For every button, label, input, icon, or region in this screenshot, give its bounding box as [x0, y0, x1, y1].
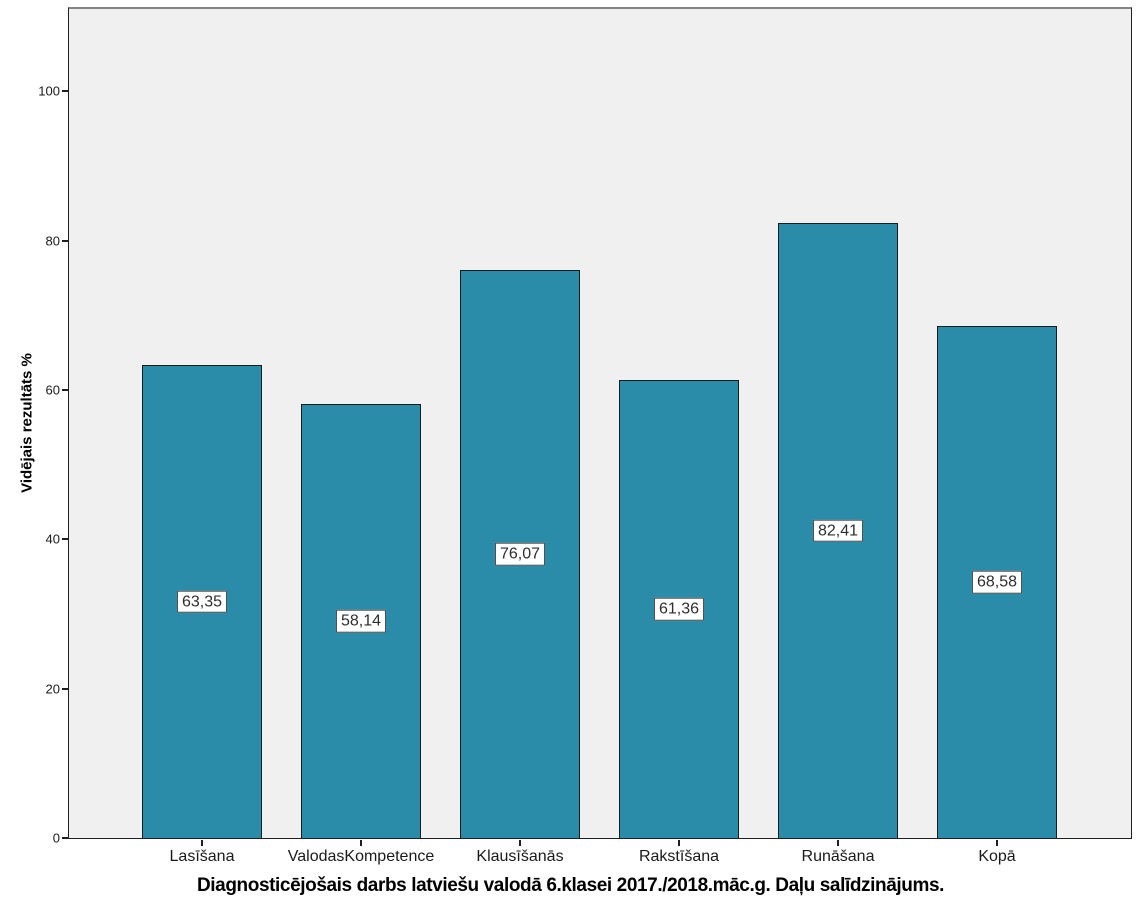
y-tick-mark [62, 239, 68, 242]
x-category-label: Lasīšana [169, 848, 235, 865]
x-category-label: Klausīšanās [476, 848, 564, 865]
y-tick-label: 20 [45, 681, 60, 697]
y-tick-label: 80 [45, 233, 60, 249]
y-tick-mark [62, 388, 68, 391]
x-tick-mark [201, 840, 203, 846]
y-tick-label: 40 [45, 531, 60, 547]
x-tick-mark [519, 840, 521, 846]
chart-title: Diagnosticējošais darbs latviešu valodā … [196, 875, 945, 896]
x-category-label: Runāšana [801, 848, 875, 865]
y-tick-mark [62, 538, 68, 541]
x-category-label: Rakstīšana [638, 848, 720, 865]
x-tick-mark [360, 840, 362, 846]
bar-value-label: 68,58 [971, 570, 1023, 594]
x-tick-mark [996, 840, 998, 846]
bar-value-label: 82,41 [812, 519, 864, 542]
bar-value-label: 63,35 [176, 590, 228, 613]
y-tick-label: 100 [38, 83, 60, 99]
plot-area: 63,35 58,14 76,07 61,36 82,41 68,58 [68, 7, 1132, 839]
y-tick-label: 60 [45, 382, 60, 398]
x-tick-mark [837, 840, 839, 846]
bar-value-label: 61,36 [653, 597, 705, 621]
x-tick-mark [678, 840, 680, 846]
bar-value-label: 58,14 [335, 609, 387, 633]
y-axis-title: Vidējais rezultāts % [18, 353, 36, 493]
bar-value-label: 76,07 [494, 542, 546, 566]
y-tick-mark [62, 837, 68, 839]
y-tick-mark [62, 687, 68, 690]
x-category-label: Kopā [978, 848, 1016, 865]
y-tick-label: 0 [52, 830, 60, 846]
x-category-label: ValodasKompetence [287, 848, 435, 865]
y-tick-mark [62, 90, 68, 93]
